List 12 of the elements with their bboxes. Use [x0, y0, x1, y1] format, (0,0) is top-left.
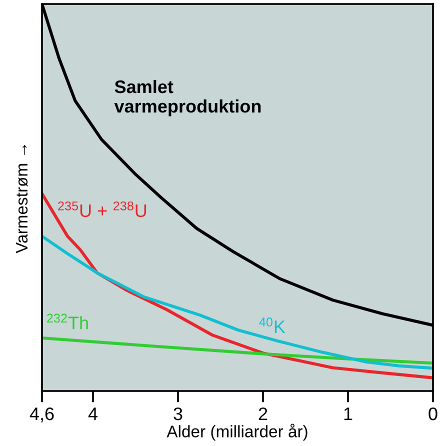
- x-tick-label: 4,6: [30, 407, 54, 422]
- x-tick-label: 1: [344, 408, 352, 420]
- x-tick-label: 2: [258, 407, 268, 420]
- x-axis-title: Alder (milliarder år): [166, 424, 308, 441]
- x-tick-label: 0: [428, 407, 438, 420]
- series-label: $^{235}$U + $^{238}$U: [58, 201, 146, 218]
- x-tick-label: 4: [88, 408, 98, 420]
- x-tick-label: 3: [174, 407, 182, 420]
- series-label: $^{40}$K: [259, 318, 286, 334]
- y-axis-title: Varmestrøm →: [16, 145, 28, 254]
- series-label: Samlet varmeproduktion: [114, 80, 261, 116]
- series-label: $^{232}$Th: [47, 314, 88, 330]
